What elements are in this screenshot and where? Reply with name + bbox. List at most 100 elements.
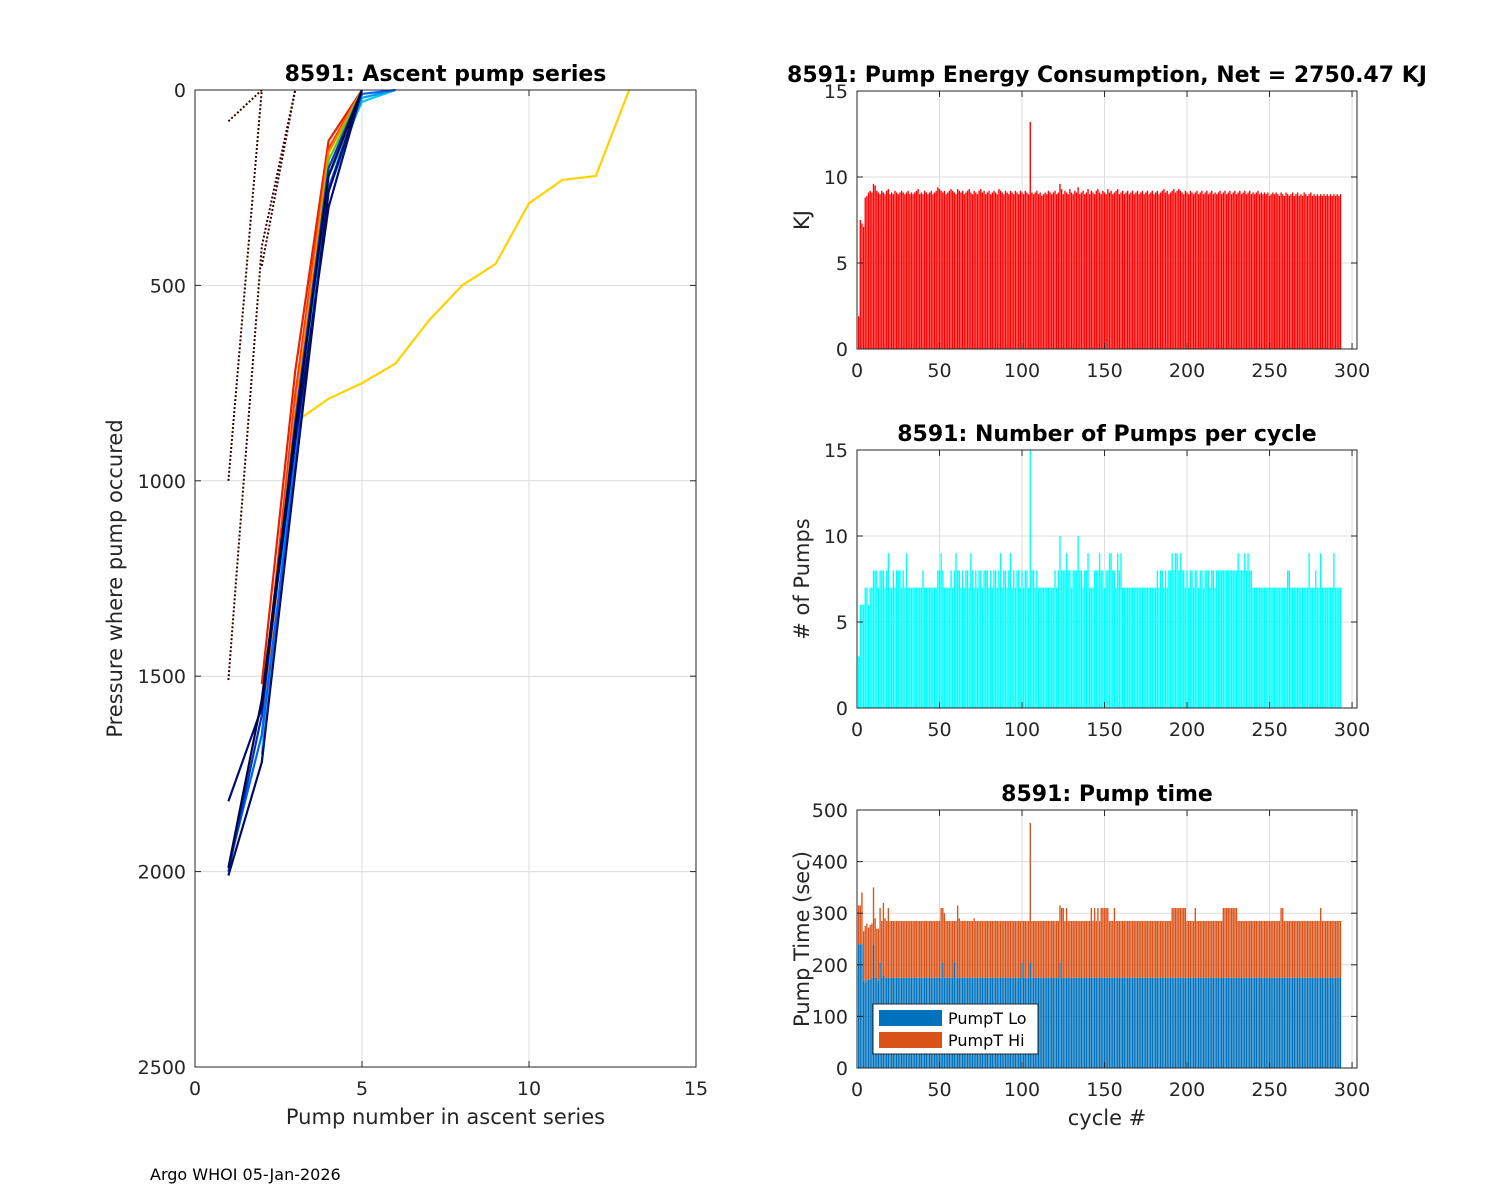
bar xyxy=(1239,977,1241,1068)
bar xyxy=(1311,977,1314,1068)
bar xyxy=(1062,908,1064,978)
bar xyxy=(1054,190,1056,349)
bar xyxy=(1042,194,1045,349)
bar xyxy=(1102,570,1104,708)
bar xyxy=(1126,587,1129,708)
bar xyxy=(943,913,946,978)
bar xyxy=(937,187,939,349)
bar xyxy=(919,194,921,349)
x-tick-label: 300 xyxy=(1334,719,1370,741)
bar xyxy=(1070,587,1073,708)
bar xyxy=(1145,920,1147,978)
bar xyxy=(1204,920,1206,978)
bar xyxy=(1072,570,1074,708)
bar xyxy=(1230,570,1233,708)
bar xyxy=(955,194,957,349)
bar xyxy=(867,604,870,708)
bar xyxy=(1219,190,1221,349)
bar xyxy=(1287,194,1289,349)
bar xyxy=(1013,920,1015,978)
x-tick-label: 150 xyxy=(1086,360,1122,382)
bar xyxy=(1254,920,1256,978)
bar xyxy=(1173,189,1175,349)
bar xyxy=(1255,192,1258,349)
bar xyxy=(1140,920,1142,978)
bar xyxy=(932,587,934,708)
bar xyxy=(1051,977,1053,1068)
bar xyxy=(1247,553,1249,708)
bar xyxy=(892,194,894,349)
bar xyxy=(1331,195,1333,349)
bar xyxy=(1188,920,1190,978)
bar xyxy=(930,920,932,978)
bar xyxy=(948,587,951,708)
bar xyxy=(1062,570,1064,708)
bar xyxy=(960,192,962,349)
bar xyxy=(1044,920,1046,978)
bar xyxy=(867,192,870,349)
bar xyxy=(1027,587,1030,708)
bar xyxy=(935,587,937,708)
bar xyxy=(993,920,995,978)
bar xyxy=(1047,977,1050,1068)
bar xyxy=(1004,920,1007,978)
bar xyxy=(950,570,952,708)
bar xyxy=(914,192,916,349)
bar xyxy=(1181,192,1183,349)
bar xyxy=(953,192,956,349)
bar xyxy=(1183,908,1185,978)
bar xyxy=(1219,977,1221,1068)
bar xyxy=(1037,587,1040,708)
bar xyxy=(862,931,865,981)
bar xyxy=(1156,190,1158,349)
bar xyxy=(1209,192,1211,349)
axes-frame xyxy=(856,449,1358,709)
bar xyxy=(919,920,921,978)
bar xyxy=(1130,920,1132,978)
bar xyxy=(983,920,985,978)
bar xyxy=(1196,570,1198,708)
bar xyxy=(1131,977,1134,1068)
bar xyxy=(996,194,998,349)
bar xyxy=(958,918,960,978)
bar xyxy=(1158,920,1160,978)
bar xyxy=(1216,194,1218,349)
bar xyxy=(1296,920,1299,978)
series-line xyxy=(227,89,364,802)
bar xyxy=(1103,977,1106,1068)
bar xyxy=(895,570,898,708)
bar xyxy=(981,192,984,349)
bar xyxy=(1221,194,1223,349)
bar xyxy=(1291,920,1294,978)
bar xyxy=(1277,587,1279,708)
bar xyxy=(1173,570,1175,708)
bar xyxy=(890,920,893,978)
bar xyxy=(947,920,949,978)
bar xyxy=(1158,587,1160,708)
bar xyxy=(1178,189,1180,349)
bar xyxy=(1046,587,1048,708)
bar xyxy=(971,920,974,978)
bar xyxy=(1313,194,1315,349)
bar xyxy=(1138,587,1140,708)
bar xyxy=(1117,189,1119,349)
bar xyxy=(1202,194,1205,349)
bar xyxy=(897,570,899,708)
bar xyxy=(1143,977,1145,1068)
bar xyxy=(1047,190,1050,349)
bar xyxy=(1211,920,1213,978)
bar xyxy=(1331,977,1333,1068)
bar xyxy=(1234,570,1236,708)
bar xyxy=(1283,195,1286,349)
bar xyxy=(1001,920,1003,978)
bar xyxy=(1225,194,1228,349)
bar xyxy=(1237,977,1239,1068)
bar xyxy=(1267,977,1269,1068)
bar xyxy=(980,920,982,978)
bar xyxy=(1207,920,1210,978)
bar xyxy=(1249,920,1251,978)
bar xyxy=(1065,977,1068,1068)
bar xyxy=(1077,536,1079,708)
bar xyxy=(1287,920,1289,978)
bar xyxy=(1021,920,1023,963)
